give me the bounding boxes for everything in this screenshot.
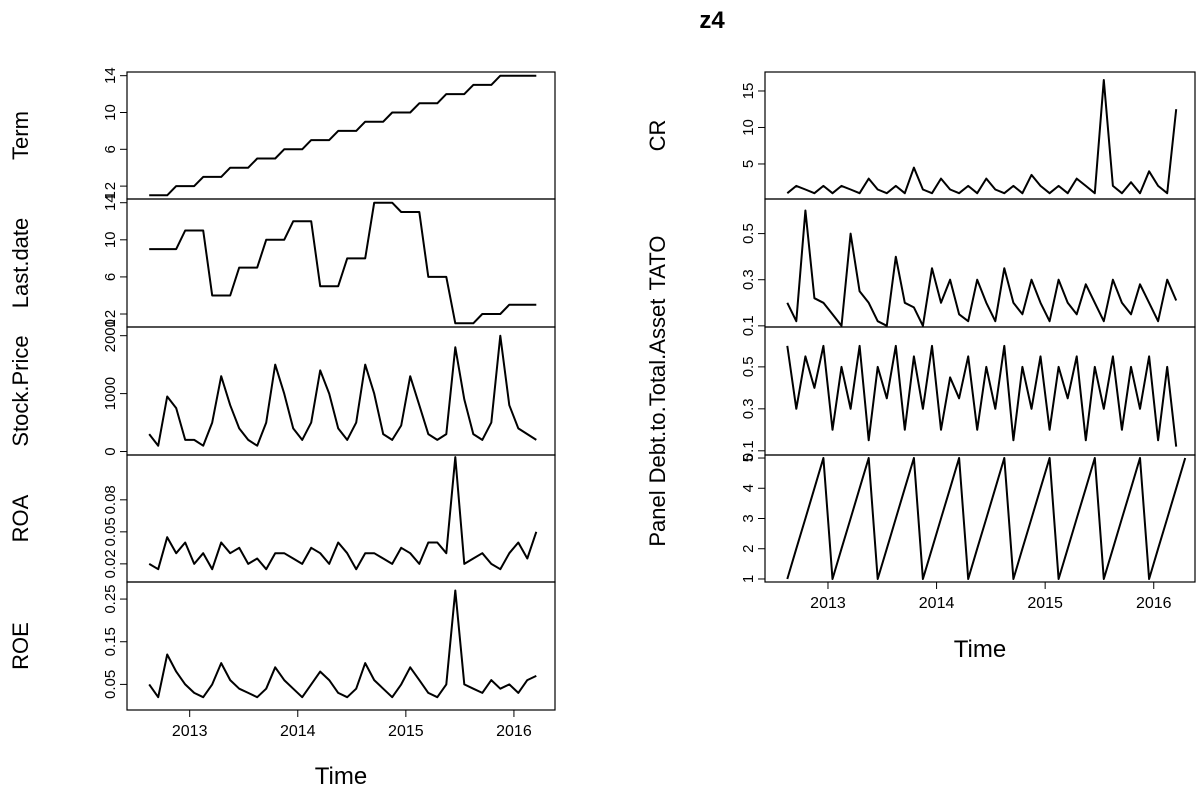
y-tick-label: 14 <box>102 67 119 84</box>
x-tick-label: 2015 <box>388 723 424 740</box>
panel-debt-to-total-asset: 0.1 0.3 0.5 Debt.to.Total.Asset <box>645 299 1196 484</box>
series-line <box>149 74 537 197</box>
series-line <box>786 457 1187 580</box>
y-axis-label: Debt.to.Total.Asset <box>645 299 670 484</box>
y-tick-label: 2000 <box>102 319 119 352</box>
y-tick-label: 2 <box>102 310 119 318</box>
x-tick-label: 2013 <box>172 723 208 740</box>
panel-frame <box>764 198 1196 328</box>
x-tick-label: 2016 <box>1136 595 1172 612</box>
x-axis-label: Time <box>954 636 1006 663</box>
y-tick-label: 0.15 <box>102 627 119 656</box>
panel-cr: 5 10 15 CR <box>645 71 1196 200</box>
panel-panel: 1 2 3 4 5 Panel <box>645 454 1196 583</box>
y-axis-label: Term <box>8 111 33 160</box>
y-tick-label: 1000 <box>102 377 119 410</box>
y-tick-label: 0 <box>102 447 119 455</box>
series-line <box>786 209 1178 327</box>
y-tick-label-low: 1 <box>102 319 119 327</box>
series-line <box>786 79 1178 195</box>
y-tick-label: 5 <box>740 160 757 168</box>
y-axis-label: ROA <box>8 494 33 542</box>
y-axis-label: Last.date <box>8 218 33 309</box>
x-tick-label: 2016 <box>496 723 532 740</box>
y-axis-label: TATO <box>645 236 670 291</box>
panel-frame <box>764 326 1196 456</box>
y-tick-label: 10 <box>740 119 757 136</box>
y-tick-label: 0.08 <box>102 485 119 514</box>
panel-frame <box>126 198 556 328</box>
panel-tato: 0.1 0.3 0.5 TATO <box>645 198 1196 336</box>
y-tick-label: 4 <box>740 484 757 492</box>
panel-roa: 0.02 0.05 0.08 ROA <box>8 454 556 583</box>
y-axis-label: CR <box>645 120 670 152</box>
y-tick-label: 0.1 <box>740 315 757 336</box>
y-tick-label: 2 <box>740 545 757 553</box>
series-line <box>149 201 537 325</box>
y-tick-label: 1 <box>740 575 757 583</box>
panel-stock-price: 0 1000 2000 Stock.Price <box>8 319 556 456</box>
y-tick-label: 0.5 <box>740 356 757 377</box>
right-panel-group: 51015CR0.10.30.5TATO0.10.30.5Debt.to.Tot… <box>645 71 1196 663</box>
y-tick-label: 0.1 <box>740 440 757 461</box>
panel-frame <box>764 454 1196 583</box>
series-line <box>148 334 537 447</box>
y-tick-label: 0.05 <box>102 670 119 699</box>
left-panel-group: 2610141Term2610141Last.date010002000Stoc… <box>8 67 556 789</box>
y-tick-label: 6 <box>102 145 119 153</box>
x-tick-label: 2013 <box>810 595 846 612</box>
y-tick-label: 5 <box>740 454 757 462</box>
y-axis-label: Stock.Price <box>8 335 33 446</box>
panel-frame <box>764 71 1196 200</box>
y-tick-label: 6 <box>102 273 119 281</box>
panel-frame <box>126 71 556 200</box>
y-tick-label: 15 <box>740 83 757 100</box>
y-tick-label: 2 <box>102 182 119 190</box>
y-tick-label: 0.5 <box>740 223 757 244</box>
y-tick-label: 0.3 <box>740 398 757 419</box>
series-line <box>148 456 538 571</box>
y-tick-label: 14 <box>102 194 119 211</box>
y-tick-label-low: 1 <box>102 191 119 199</box>
series-line <box>148 589 537 699</box>
chart-title: z4 <box>699 7 725 34</box>
y-tick-label: 10 <box>102 231 119 248</box>
y-tick-label: 0.05 <box>102 517 119 546</box>
panel-frame <box>126 326 556 456</box>
y-tick-label: 0.25 <box>102 584 119 613</box>
y-axis-label: Panel <box>645 490 670 546</box>
x-tick-label: 2014 <box>280 723 316 740</box>
y-tick-label: 10 <box>102 104 119 121</box>
panel-roe: 0.05 0.15 0.25 ROE <box>8 581 556 711</box>
panel-term: 2 6 10 14 1 Term <box>8 67 556 200</box>
y-tick-label: 0.3 <box>740 269 757 290</box>
y-tick-label: 3 <box>740 514 757 522</box>
series-line <box>786 344 1178 447</box>
x-tick-label: 2014 <box>919 595 955 612</box>
x-tick-label: 2015 <box>1027 595 1063 612</box>
y-axis-label: ROE <box>8 622 33 670</box>
panel-frame <box>126 581 556 711</box>
y-tick-label: 0.02 <box>102 549 119 578</box>
x-axis-label: Time <box>315 763 367 789</box>
